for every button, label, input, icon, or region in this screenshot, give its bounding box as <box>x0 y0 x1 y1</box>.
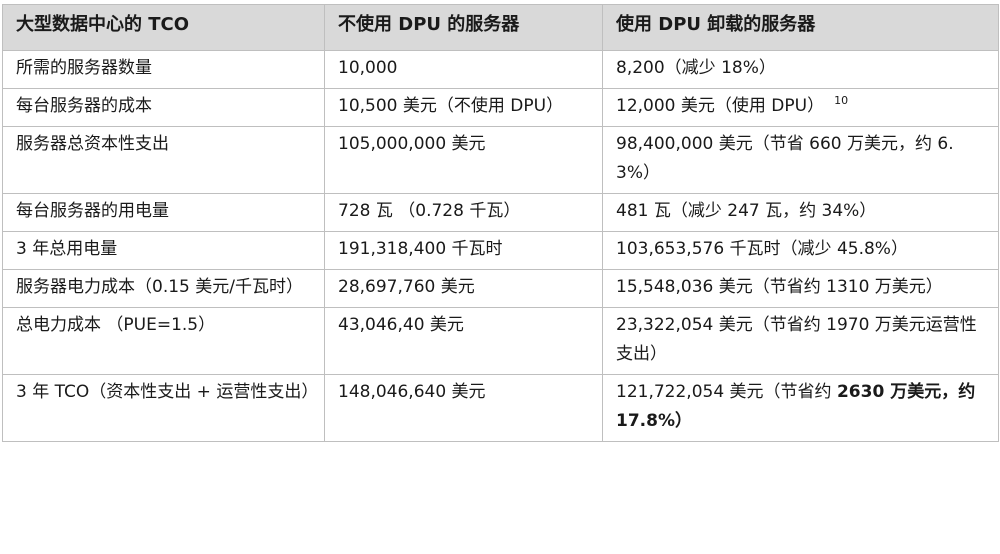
with-dpu-cell: 103,653,576 千瓦时（减少 45.8%） <box>602 231 999 270</box>
with-dpu-cell: 98,400,000 美元（节省 660 万美元，约 6.3%） <box>602 126 999 194</box>
row-label: 3 年总用电量 <box>2 231 325 270</box>
row-label: 服务器电力成本（0.15 美元/千瓦时） <box>2 269 325 308</box>
with-dpu-cell: 23,322,054 美元（节省约 1970 万美元运营性支出） <box>602 307 999 375</box>
without-dpu-cell: 191,318,400 千瓦时 <box>324 231 603 270</box>
with-dpu-highlight: 2630 万美元，约 17.8%） <box>616 382 976 431</box>
without-dpu-cell: 10,500 美元（不使用 DPU） <box>324 88 603 127</box>
with-dpu-cell: 481 瓦（减少 247 瓦，约 34%） <box>602 193 999 232</box>
table-row: 服务器总资本性支出 105,000,000 美元 98,400,000 美元（节… <box>2 126 999 194</box>
table-row: 总电力成本 （PUE=1.5） 43,046,40 美元 23,322,054 … <box>2 307 999 375</box>
row-label: 3 年 TCO（资本性支出 + 运营性支出） <box>2 374 325 442</box>
with-dpu-cell: 8,200（减少 18%） <box>602 50 999 89</box>
with-dpu-cell: 15,548,036 美元（节省约 1310 万美元） <box>602 269 999 308</box>
with-dpu-text: 12,000 美元（使用 DPU） <box>616 96 825 116</box>
table-row: 3 年总用电量 191,318,400 千瓦时 103,653,576 千瓦时（… <box>2 231 999 270</box>
row-label: 所需的服务器数量 <box>2 50 325 89</box>
header-row: 大型数据中心的 TCO 不使用 DPU 的服务器 使用 DPU 卸载的服务器 <box>2 4 999 51</box>
table-row: 3 年 TCO（资本性支出 + 运营性支出） 148,046,640 美元 12… <box>2 374 999 442</box>
without-dpu-cell: 43,046,40 美元 <box>324 307 603 375</box>
row-label: 总电力成本 （PUE=1.5） <box>2 307 325 375</box>
table-header: 大型数据中心的 TCO 不使用 DPU 的服务器 使用 DPU 卸载的服务器 <box>2 4 999 51</box>
with-dpu-cell: 12,000 美元（使用 DPU） 10 <box>602 88 999 127</box>
without-dpu-cell: 728 瓦 （0.728 千瓦） <box>324 193 603 232</box>
row-label: 服务器总资本性支出 <box>2 126 325 194</box>
without-dpu-cell: 148,046,640 美元 <box>324 374 603 442</box>
table-row: 所需的服务器数量 10,000 8,200（减少 18%） <box>2 50 999 89</box>
table-body: 所需的服务器数量 10,000 8,200（减少 18%） 每台服务器的成本 1… <box>2 50 999 442</box>
row-label: 每台服务器的用电量 <box>2 193 325 232</box>
header-tco-metric: 大型数据中心的 TCO <box>2 4 325 51</box>
without-dpu-cell: 105,000,000 美元 <box>324 126 603 194</box>
header-without-dpu: 不使用 DPU 的服务器 <box>324 4 603 51</box>
with-dpu-text: 121,722,054 美元（节省约 <box>616 382 837 402</box>
row-label: 每台服务器的成本 <box>2 88 325 127</box>
header-with-dpu: 使用 DPU 卸载的服务器 <box>602 4 999 51</box>
table-row: 每台服务器的用电量 728 瓦 （0.728 千瓦） 481 瓦（减少 247 … <box>2 193 999 232</box>
tco-comparison-table: 大型数据中心的 TCO 不使用 DPU 的服务器 使用 DPU 卸载的服务器 所… <box>2 4 999 442</box>
without-dpu-cell: 10,000 <box>324 50 603 89</box>
table-row: 每台服务器的成本 10,500 美元（不使用 DPU） 12,000 美元（使用… <box>2 88 999 127</box>
table-row: 服务器电力成本（0.15 美元/千瓦时） 28,697,760 美元 15,54… <box>2 269 999 308</box>
footnote-marker: 10 <box>834 94 849 107</box>
without-dpu-cell: 28,697,760 美元 <box>324 269 603 308</box>
with-dpu-cell: 121,722,054 美元（节省约 2630 万美元，约 17.8%） <box>602 374 999 442</box>
